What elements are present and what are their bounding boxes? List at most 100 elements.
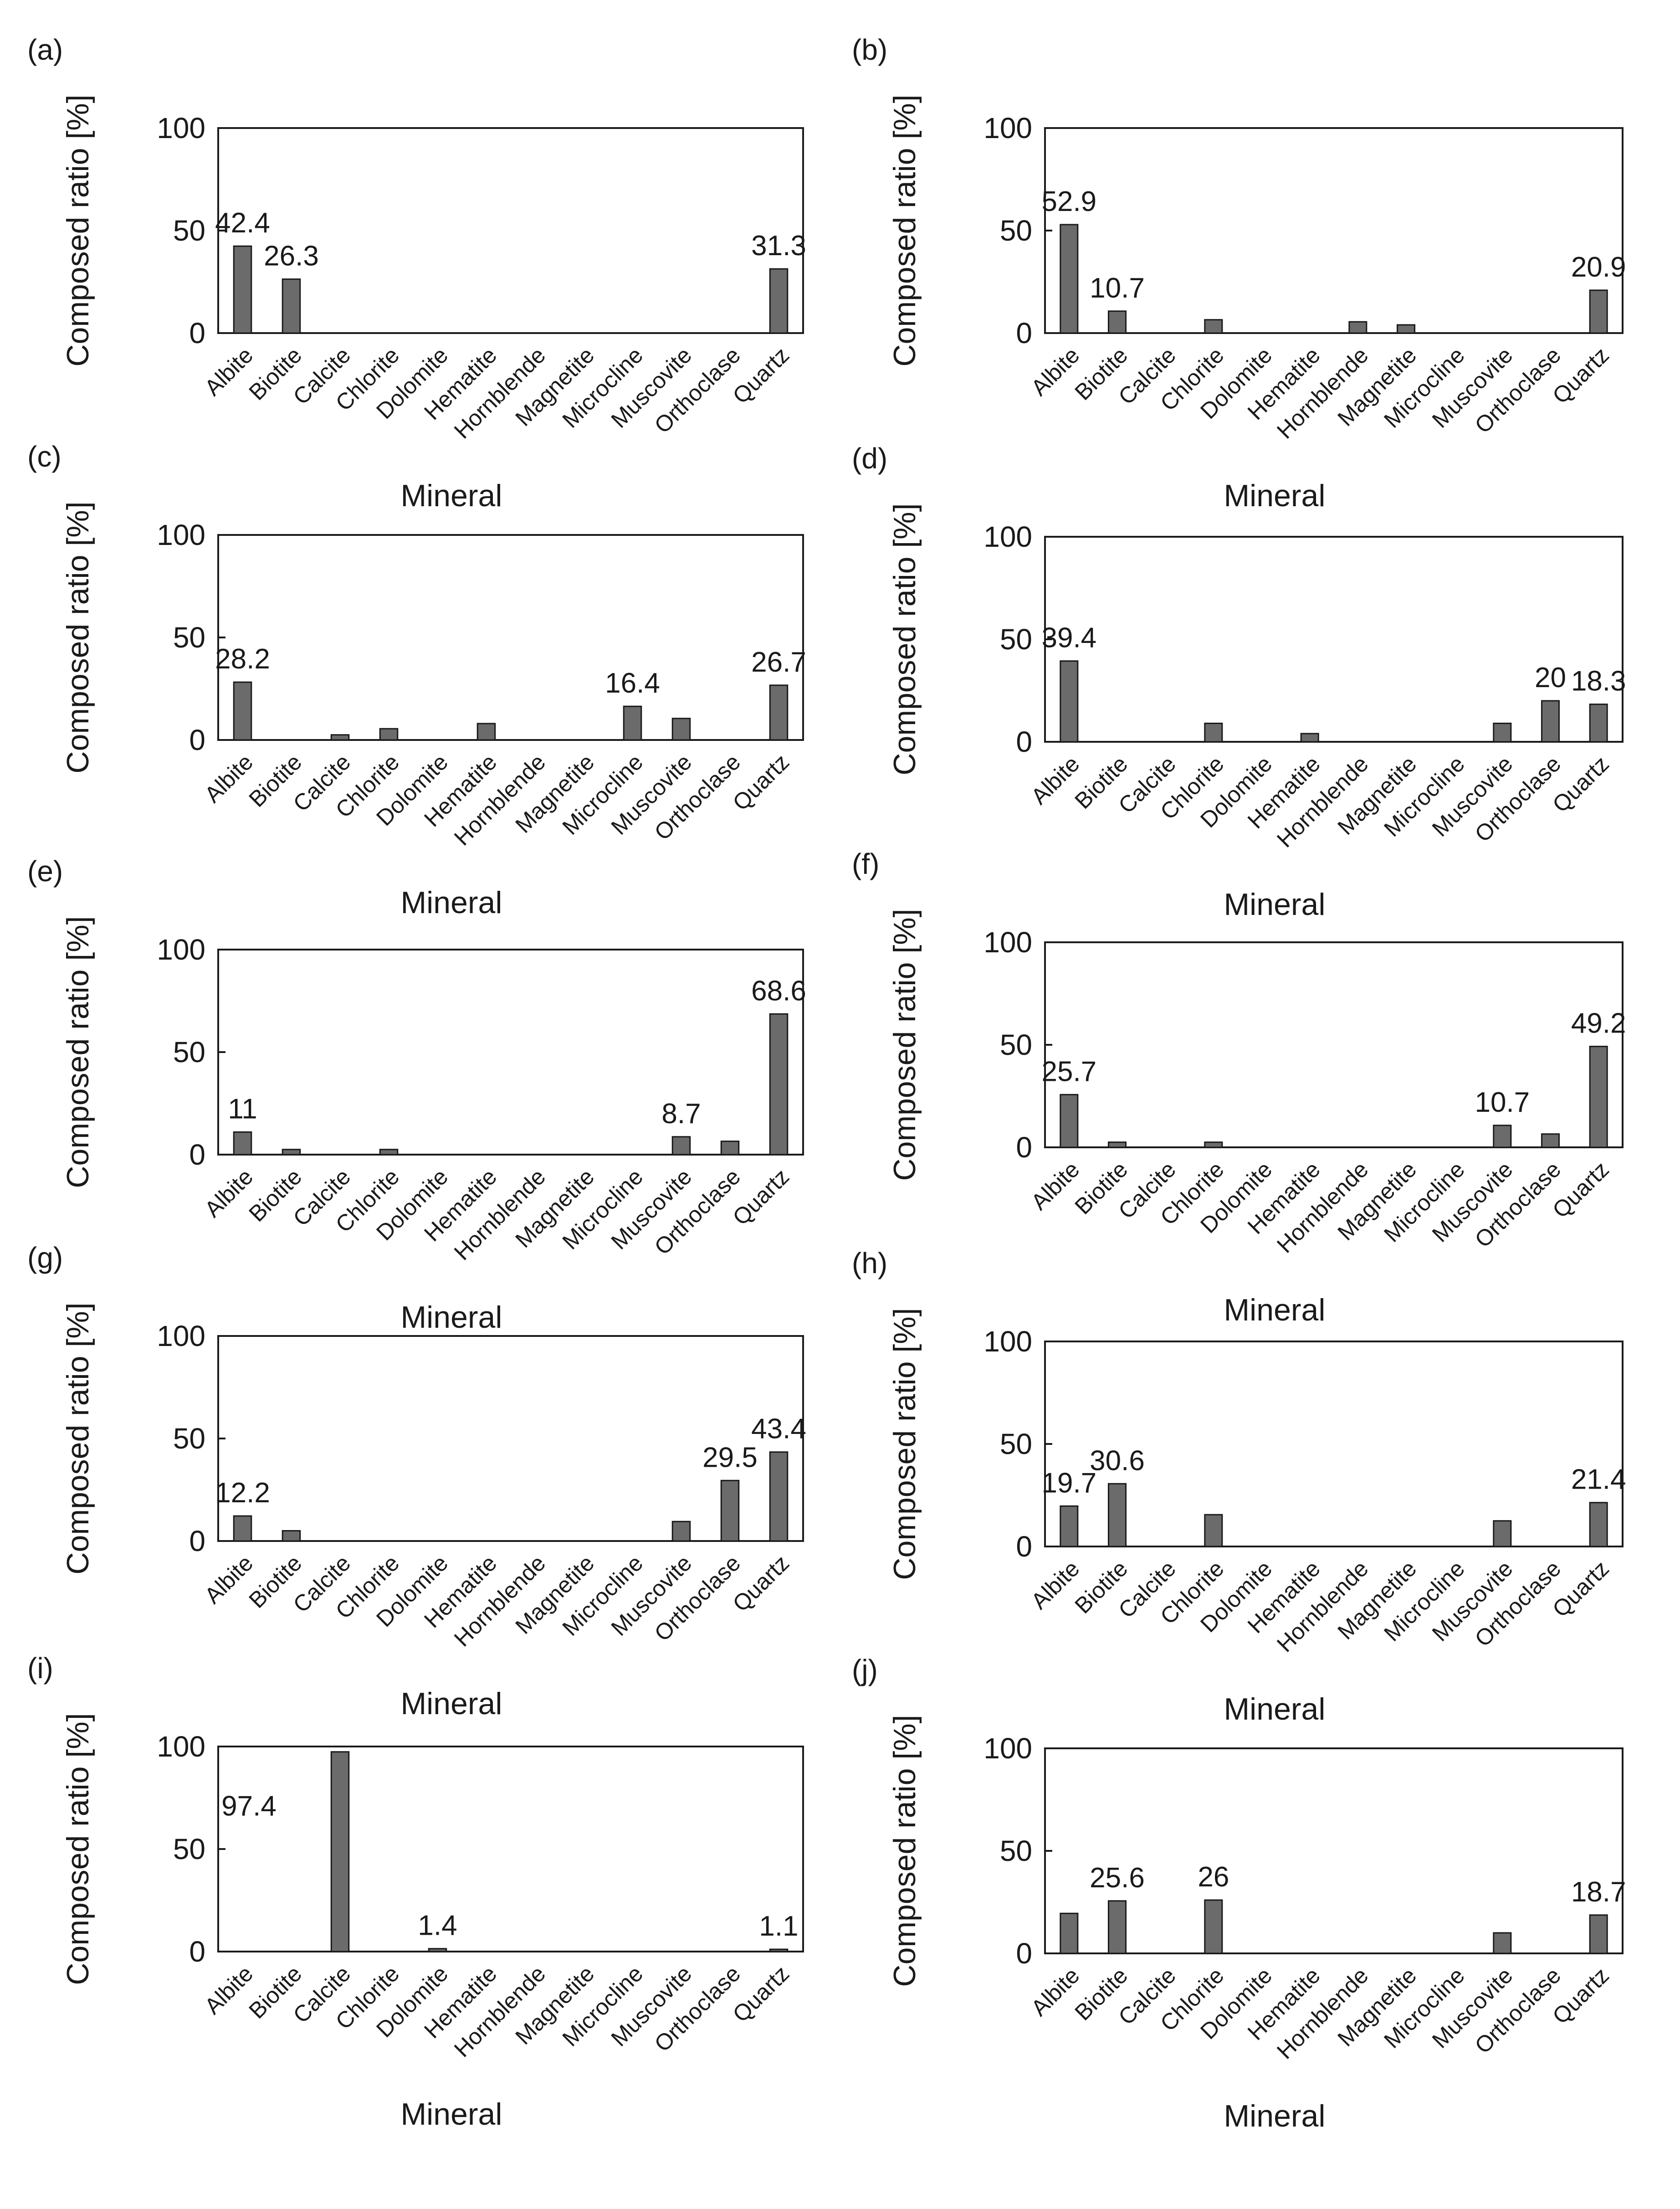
y-tick-label: 0 xyxy=(189,1138,205,1171)
y-tick-label: 0 xyxy=(1016,725,1032,758)
data-label: 21.4 xyxy=(1571,1464,1626,1495)
bar-biotite xyxy=(1107,1141,1127,1148)
data-label: 42.4 xyxy=(215,207,270,239)
x-tick-label: Quartz xyxy=(728,1961,794,2027)
y-tick-label: 0 xyxy=(189,1935,205,1968)
y-axis-title: Composed ratio [%] xyxy=(887,94,922,366)
y-axis-title: Composed ratio [%] xyxy=(887,1715,922,1987)
plot-frame xyxy=(217,1746,804,1952)
bar-muscovite xyxy=(671,1136,691,1156)
bar-albite xyxy=(1060,224,1079,334)
y-tick-label: 50 xyxy=(173,1833,205,1865)
data-label: 30.6 xyxy=(1090,1445,1145,1476)
bar-muscovite xyxy=(1493,1932,1512,1954)
x-axis-title: Mineral xyxy=(401,885,502,920)
y-tick-label: 100 xyxy=(157,1730,205,1763)
y-axis-title: Composed ratio [%] xyxy=(61,1302,95,1574)
data-label: 52.9 xyxy=(1041,186,1096,217)
data-label: 8.7 xyxy=(661,1098,701,1130)
x-axis-title: Mineral xyxy=(401,478,502,513)
y-tick-label: 100 xyxy=(157,519,205,551)
y-tick-label: 0 xyxy=(189,1525,205,1557)
plot-frame xyxy=(217,949,804,1156)
panel-label: (f) xyxy=(852,848,879,880)
y-axis-title: Composed ratio [%] xyxy=(887,503,922,775)
panel-label: (d) xyxy=(852,442,887,475)
data-label: 16.4 xyxy=(605,668,660,699)
panel-label: (h) xyxy=(852,1247,887,1279)
data-label: 26.7 xyxy=(751,647,806,678)
data-label: 10.7 xyxy=(1475,1087,1530,1118)
x-tick-label: Quartz xyxy=(728,1164,794,1230)
bar-chlorite xyxy=(1204,1141,1223,1148)
panel-label: (b) xyxy=(852,33,887,66)
y-tick-label: 100 xyxy=(157,1320,205,1352)
y-axis-title: Composed ratio [%] xyxy=(61,501,95,773)
bar-albite xyxy=(233,245,252,334)
bar-calcite xyxy=(330,734,350,741)
bar-albite xyxy=(233,1515,252,1542)
panel-label: (g) xyxy=(27,1241,63,1274)
bar-chlorite xyxy=(1204,319,1223,334)
bar-quartz xyxy=(1589,289,1608,334)
data-label: 31.3 xyxy=(751,230,806,262)
y-tick-label: 50 xyxy=(173,1422,205,1455)
data-label: 19.7 xyxy=(1041,1467,1096,1499)
bar-hematite xyxy=(476,723,496,741)
y-tick-label: 50 xyxy=(173,214,205,247)
bar-orthoclase xyxy=(720,1140,740,1156)
data-label: 43.4 xyxy=(751,1413,806,1445)
y-tick-label: 50 xyxy=(1000,214,1032,247)
bar-microcline xyxy=(623,705,642,741)
bar-chlorite xyxy=(379,728,399,741)
y-tick-label: 100 xyxy=(983,1732,1032,1765)
x-axis-title: Mineral xyxy=(1224,478,1326,513)
bar-biotite xyxy=(1107,310,1127,334)
data-label: 1.1 xyxy=(759,1911,798,1942)
plot-frame xyxy=(1044,1747,1624,1954)
bar-chlorite xyxy=(1204,723,1223,743)
bar-albite xyxy=(1060,1912,1079,1954)
bar-calcite xyxy=(330,1751,350,1952)
bar-muscovite xyxy=(671,718,691,741)
y-axis-title: Composed ratio [%] xyxy=(61,916,95,1188)
bar-chlorite xyxy=(379,1149,399,1156)
bar-quartz xyxy=(1589,1046,1608,1148)
panel-label: (a) xyxy=(27,33,63,66)
data-label: 28.2 xyxy=(215,643,270,675)
x-axis-title: Mineral xyxy=(1224,2099,1326,2133)
bar-dolomite xyxy=(428,1948,447,1952)
x-tick-label: Quartz xyxy=(728,1550,794,1617)
bar-orthoclase xyxy=(1541,1133,1560,1148)
bar-albite xyxy=(1060,1094,1079,1148)
x-tick-label: Quartz xyxy=(728,342,794,409)
bar-quartz xyxy=(769,1451,789,1542)
data-label: 49.2 xyxy=(1571,1008,1626,1039)
data-label: 68.6 xyxy=(751,975,806,1007)
data-label: 26.3 xyxy=(264,241,319,272)
y-tick-label: 0 xyxy=(1016,317,1032,349)
bar-albite xyxy=(233,1131,252,1156)
bar-orthoclase xyxy=(720,1480,740,1542)
data-label: 29.5 xyxy=(702,1442,758,1473)
bar-quartz xyxy=(769,268,789,334)
y-tick-label: 100 xyxy=(983,112,1032,144)
bar-biotite xyxy=(282,278,301,334)
bar-muscovite xyxy=(1493,1520,1512,1547)
data-label: 39.4 xyxy=(1041,622,1096,654)
plot-frame xyxy=(217,534,804,741)
x-axis-title: Mineral xyxy=(401,1300,502,1335)
y-tick-label: 50 xyxy=(173,621,205,654)
x-axis-title: Mineral xyxy=(1224,1692,1326,1726)
bar-biotite xyxy=(282,1149,301,1156)
bar-hematite xyxy=(1300,733,1319,743)
y-tick-label: 0 xyxy=(189,317,205,349)
y-tick-label: 50 xyxy=(173,1036,205,1069)
y-axis-title: Composed ratio [%] xyxy=(61,94,95,366)
plot-frame xyxy=(217,1335,804,1542)
